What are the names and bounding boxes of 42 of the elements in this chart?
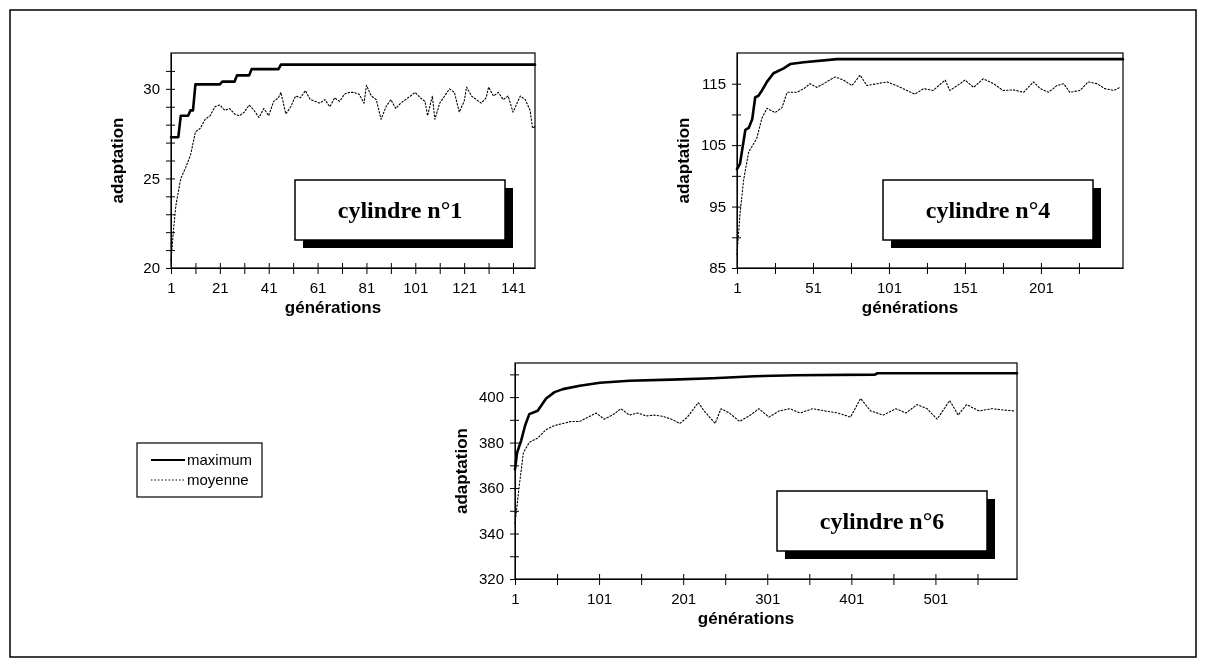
y-tick-label: 30 bbox=[143, 80, 160, 98]
y-tick-label: 105 bbox=[700, 136, 726, 154]
x-tick-label: 81 bbox=[358, 278, 376, 296]
y-tick-label: 95 bbox=[709, 197, 726, 215]
x-tick-label: 101 bbox=[403, 278, 429, 296]
x-tick-label: 101 bbox=[587, 589, 613, 607]
x-axis-title: générations bbox=[697, 609, 795, 628]
annotation: cylindre n°1 bbox=[337, 197, 463, 223]
y-tick-label: 380 bbox=[478, 433, 504, 451]
x-tick-label: 51 bbox=[805, 278, 822, 296]
y-tick-label: 20 bbox=[143, 259, 160, 277]
y-tick-label: 25 bbox=[143, 169, 160, 187]
x-tick-label: 1 bbox=[167, 278, 176, 296]
x-tick-label: 401 bbox=[839, 589, 865, 607]
x-tick-label: 1 bbox=[733, 278, 742, 296]
x-tick-label: 201 bbox=[1028, 278, 1054, 296]
legend-label: moyenne bbox=[187, 471, 249, 488]
y-axis-title: adaptation bbox=[108, 117, 127, 204]
x-tick-label: 101 bbox=[876, 278, 902, 296]
legend-label: maximum bbox=[187, 451, 253, 468]
x-tick-label: 151 bbox=[952, 278, 978, 296]
y-tick-label: 340 bbox=[478, 524, 504, 542]
y-tick-label: 85 bbox=[709, 259, 726, 277]
x-tick-label: 301 bbox=[755, 589, 781, 607]
x-tick-label: 41 bbox=[260, 278, 278, 296]
annotation: cylindre n°4 bbox=[925, 197, 1051, 223]
x-tick-label: 201 bbox=[671, 589, 697, 607]
x-tick-label: 121 bbox=[452, 278, 478, 296]
y-tick-label: 400 bbox=[478, 388, 504, 406]
y-tick-label: 320 bbox=[478, 570, 504, 588]
y-tick-label: 115 bbox=[702, 75, 726, 93]
x-tick-label: 61 bbox=[309, 278, 327, 296]
y-tick-label: 360 bbox=[478, 479, 504, 497]
y-axis-title: adaptation bbox=[452, 428, 471, 514]
annotation: cylindre n°6 bbox=[819, 508, 945, 534]
x-axis-title: générations bbox=[861, 298, 959, 317]
x-tick-label: 1 bbox=[511, 589, 520, 607]
x-tick-label: 141 bbox=[501, 278, 527, 296]
x-axis-title: générations bbox=[284, 298, 382, 317]
y-axis-title: adaptation bbox=[674, 117, 693, 204]
x-tick-label: 501 bbox=[923, 589, 949, 607]
x-tick-label: 21 bbox=[212, 278, 229, 296]
